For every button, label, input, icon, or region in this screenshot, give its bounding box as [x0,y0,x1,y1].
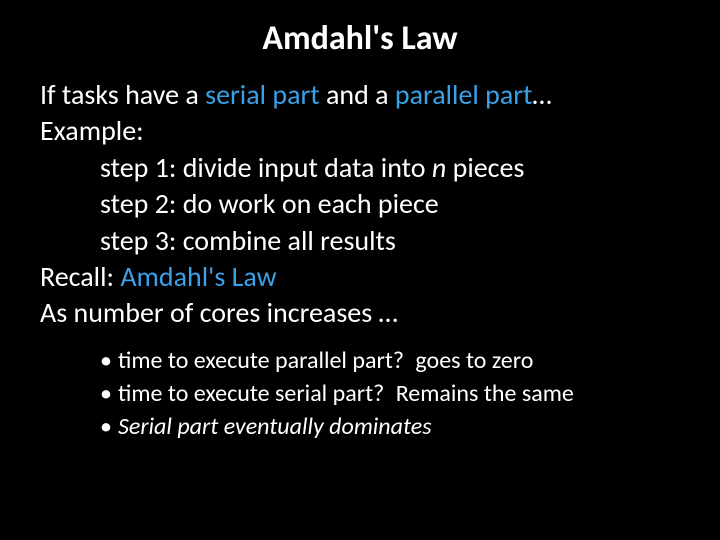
text-segment: pieces [446,150,524,185]
bullet-item: • time to execute serial part? Remains t… [100,379,680,408]
line-example: Example: [40,113,680,149]
text-segment: and a [320,77,395,112]
text-serial-part: serial part [205,77,320,112]
bullet-text: time to execute parallel part? goes to z… [118,346,533,375]
text-segment: If tasks have a [40,77,205,112]
bullet-answer: goes to zero [415,346,533,375]
bullet-text: Serial part eventually dominates [118,412,432,441]
bullet-question: time to execute parallel part? [118,346,404,375]
line-step3: step 3: combine all results [40,223,680,259]
text-segment: Recall: [40,259,120,294]
text-n-italic: n [432,150,446,185]
bullet-item: • Serial part eventually dominates [100,412,680,441]
line-recall: Recall: Amdahl's Law [40,259,680,295]
line-step2: step 2: do work on each piece [40,186,680,222]
slide: Amdahl's Law If tasks have a serial part… [0,0,720,540]
text-parallel-part: parallel part [395,77,533,112]
bullet-dot-icon: • [100,412,118,441]
bullet-item: • time to execute parallel part? goes to… [100,346,680,375]
bullet-dot-icon: • [100,346,118,375]
bullet-question: time to execute serial part? [118,379,384,408]
text-segment: step 1: divide input data into [100,150,432,185]
bullet-text: time to execute serial part? Remains the… [118,379,574,408]
text-amdahls-law: Amdahl's Law [120,259,276,294]
bullet-answer: Remains the same [396,379,574,408]
bullet-list: • time to execute parallel part? goes to… [40,346,680,441]
line-cores: As number of cores increases … [40,295,680,331]
line-step1: step 1: divide input data into n pieces [40,150,680,186]
slide-body: If tasks have a serial part and a parall… [40,77,680,441]
slide-title: Amdahl's Law [40,18,680,59]
bullet-dot-icon: • [100,379,118,408]
line-intro: If tasks have a serial part and a parall… [40,77,680,113]
text-segment: … [532,77,551,112]
